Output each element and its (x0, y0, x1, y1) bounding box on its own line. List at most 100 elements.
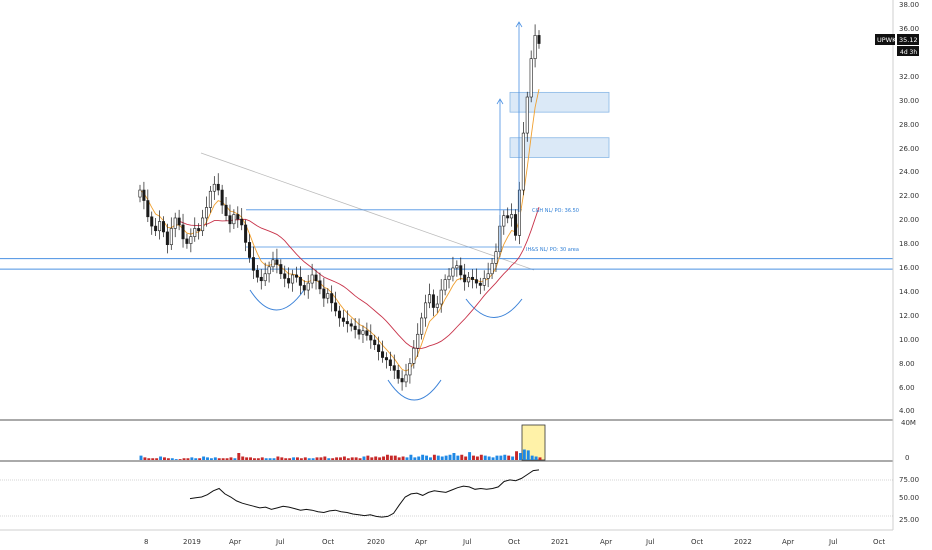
candle-body (451, 267, 455, 277)
volume-bar (460, 454, 464, 460)
volume-bar (311, 458, 315, 460)
candle-body (447, 275, 451, 280)
volume-bar (491, 457, 495, 460)
volume-bar (202, 456, 206, 460)
volume-bar (425, 455, 429, 460)
time-tick: Apr (415, 538, 427, 546)
price-tick: 38.00 (899, 1, 919, 9)
volume-bar (233, 458, 237, 460)
volume-bar (315, 457, 319, 460)
volume-bar (272, 458, 276, 460)
countdown-label: 4d 3h (900, 49, 917, 56)
volume-bar (522, 449, 526, 460)
candle-body (271, 259, 275, 268)
candle-body (146, 200, 150, 218)
volume-bar (515, 451, 518, 460)
volume-bar (472, 455, 475, 460)
rsi-pane (0, 469, 893, 518)
price-tick: 28.00 (899, 121, 919, 129)
candle-body (310, 274, 314, 284)
candle-body (201, 217, 205, 232)
time-tick: Oct (691, 538, 703, 546)
time-tick: Jul (275, 538, 285, 546)
price-axis: 38.00 36.00 32.00 30.00 28.00 26.00 24.0… (899, 1, 919, 415)
candle-body (236, 214, 240, 220)
time-tick: Oct (508, 538, 520, 546)
ticker-tag (875, 34, 895, 45)
volume-bar (374, 456, 378, 460)
price-tick: 6.00 (899, 384, 915, 392)
time-tick: Jul (462, 538, 472, 546)
candle-body (349, 323, 353, 327)
arrow-head (515, 21, 523, 28)
candle-body (384, 357, 388, 361)
volume-bar (229, 457, 233, 460)
price-tick: 26.00 (899, 145, 919, 153)
volume-bar (397, 457, 401, 460)
volume-bar (350, 457, 354, 460)
candle-body (251, 257, 255, 271)
last-price-tags: UPWK 35.12 4d 3h (875, 34, 919, 56)
volume-bar (245, 457, 249, 460)
candle-body (392, 365, 396, 371)
candle-body (345, 321, 349, 325)
candle-body (525, 96, 529, 134)
volume-bar (468, 452, 472, 460)
volume-bar (495, 455, 499, 460)
volume-bar (256, 458, 260, 460)
time-tick: Apr (782, 538, 794, 546)
candle-body (412, 347, 416, 364)
volume-bar (209, 458, 213, 460)
volume-bar (327, 458, 331, 460)
volume-bar (436, 455, 440, 460)
candle-body (197, 228, 201, 232)
candle-body (486, 273, 490, 279)
candle-body (291, 274, 295, 284)
price-tick: 14.00 (899, 288, 919, 296)
volume-tick: 40M (901, 419, 916, 427)
candle-body (314, 274, 318, 282)
volume-bar (190, 457, 194, 460)
price-tick: 24.00 (899, 168, 919, 176)
volume-bar (413, 457, 417, 460)
volume-bar (178, 459, 182, 460)
volume-bar (452, 453, 456, 460)
downtrend-line (200, 152, 535, 271)
volume-bar (186, 458, 190, 460)
price-tick: 20.00 (899, 216, 919, 224)
candle-body (298, 276, 302, 286)
volume-bar (249, 457, 252, 460)
volume-bar (284, 458, 288, 460)
rsi-line (189, 469, 540, 518)
head-arc (387, 379, 442, 401)
volume-bar (534, 456, 538, 460)
candle-body (244, 224, 248, 243)
candle-body (420, 317, 424, 335)
rsi-tick: 75.00 (899, 476, 919, 484)
candle-body (337, 310, 342, 319)
annotation-cup-handle: C&H NL/ PO: 36.50 (532, 208, 579, 214)
time-tick: 8 (144, 538, 148, 546)
volume-bar (417, 456, 421, 460)
time-tick: 2021 (551, 538, 569, 546)
price-tick: 32.00 (899, 73, 919, 81)
sma-line (178, 206, 540, 350)
target-zone (509, 91, 610, 113)
candle-body (294, 274, 298, 278)
volume-bar (538, 457, 542, 460)
candle-body (478, 282, 482, 286)
candle-body (361, 330, 365, 335)
candle-body (369, 335, 373, 341)
time-tick: Oct (322, 538, 334, 546)
candle-body (330, 293, 334, 304)
candle-body (365, 330, 369, 336)
candle-body (533, 35, 537, 59)
candle-body (204, 207, 209, 219)
volume-bar (393, 455, 397, 460)
candle-body (181, 224, 185, 240)
time-tick: Apr (229, 538, 241, 546)
price-tick: 16.00 (899, 264, 919, 272)
volume-bar (511, 456, 515, 460)
volume-axis: 40M 0 (901, 419, 916, 462)
